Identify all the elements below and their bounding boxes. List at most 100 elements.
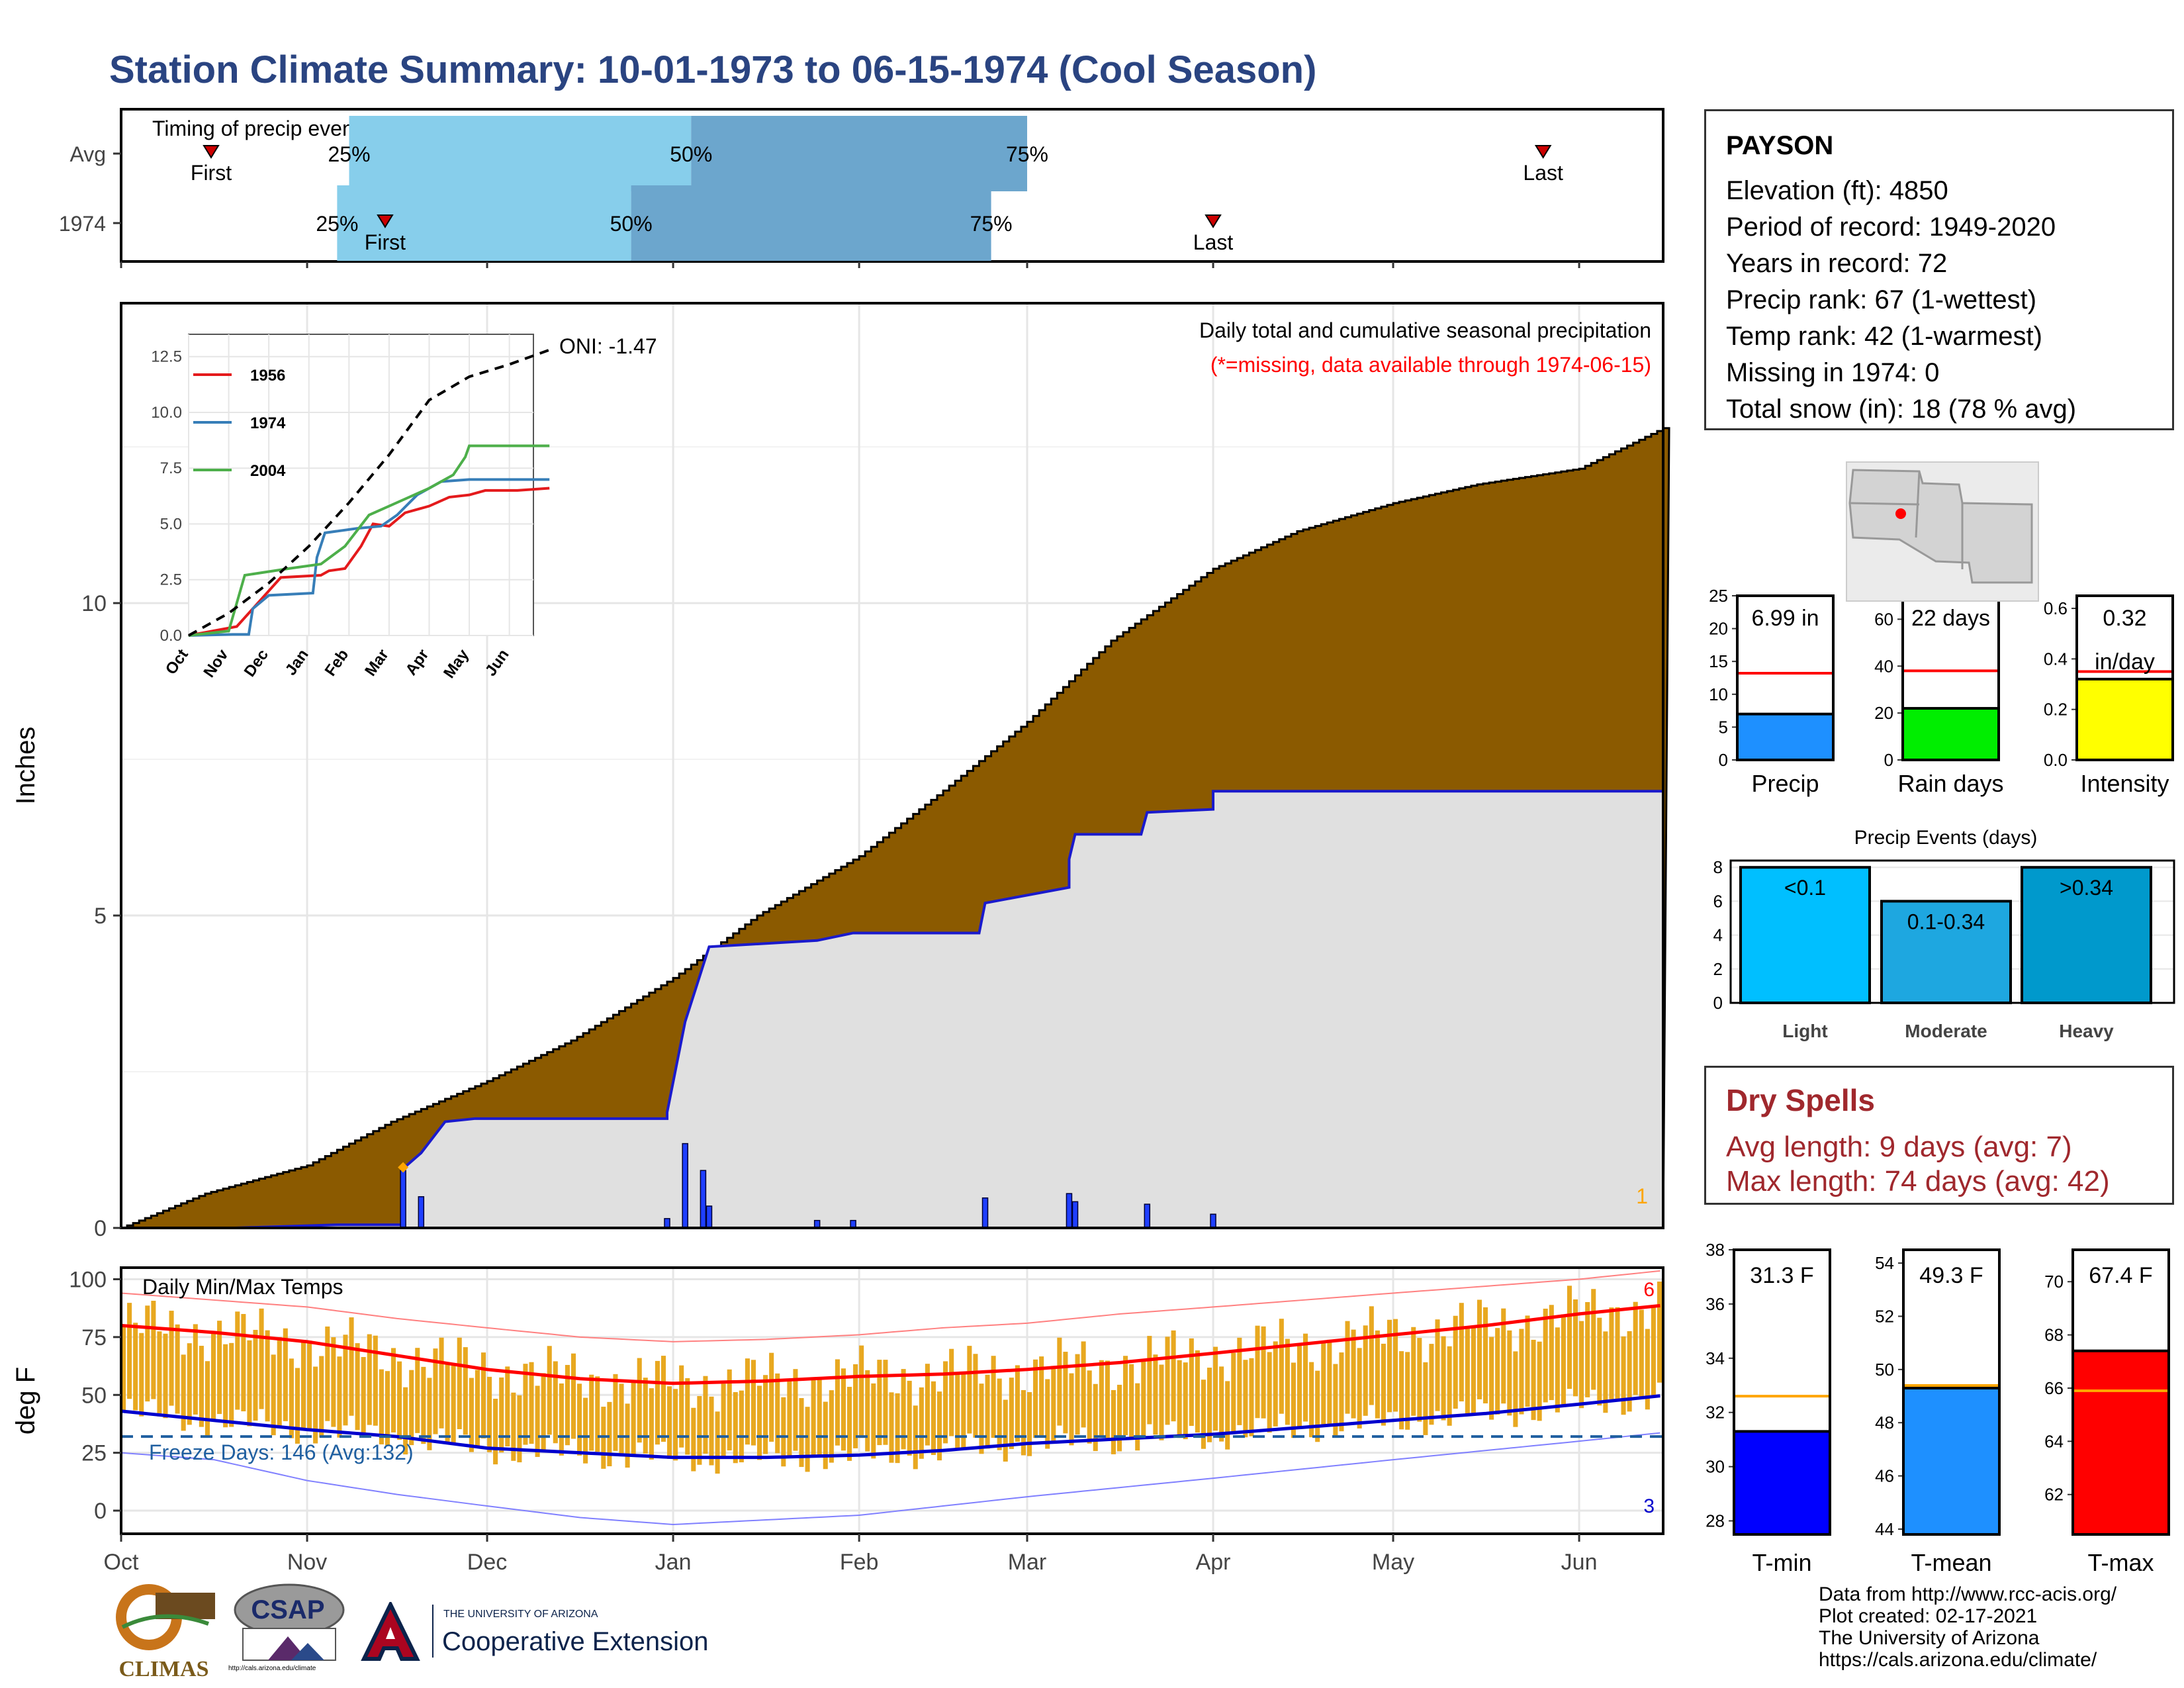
temp-range-bar — [1063, 1352, 1068, 1434]
temp-range-bar — [247, 1340, 252, 1427]
summary-bar — [2075, 677, 2174, 762]
temp-range-bar — [1579, 1321, 1584, 1409]
temp-range-bar — [1621, 1336, 1626, 1415]
summary-value-label: 49.3 F — [1919, 1263, 1983, 1288]
temp-range-bar — [673, 1389, 678, 1461]
summary-y-tick-label: 34 — [1706, 1348, 1725, 1368]
temp-range-bar — [517, 1395, 522, 1463]
temp-range-bar — [649, 1388, 654, 1460]
timing-q25-label: 25% — [316, 212, 358, 236]
temp-range-bar — [1597, 1317, 1602, 1406]
temps-title: Daily Min/Max Temps — [142, 1275, 343, 1299]
summary-y-tick-label: 20 — [1874, 703, 1893, 723]
summary-y-tick-label: 60 — [1874, 609, 1893, 629]
temp-range-bar — [1297, 1344, 1302, 1428]
events-bar-label: <0.1 — [1784, 876, 1826, 900]
climas-logo: CLIMAS — [109, 1581, 218, 1681]
temps-corner-hi: 6 — [1643, 1279, 1655, 1301]
temp-range-bar — [229, 1342, 234, 1427]
temp-range-bar — [1351, 1329, 1356, 1419]
temp-range-bar — [1111, 1389, 1116, 1454]
timing-q50-label: 50% — [670, 142, 712, 166]
temp-range-bar — [991, 1356, 996, 1438]
temps-y-tick-label: 25 — [81, 1441, 107, 1466]
temp-range-bar — [727, 1369, 732, 1451]
temp-range-bar — [583, 1397, 588, 1464]
temp-range-bar — [1537, 1341, 1542, 1421]
summary-y-tick-label: 0.4 — [2044, 649, 2068, 669]
temp-range-bar — [841, 1368, 846, 1451]
temp-range-bar — [445, 1364, 450, 1444]
temp-range-bar — [829, 1390, 834, 1463]
temp-range-bar — [889, 1392, 894, 1463]
temp-range-bar — [595, 1376, 600, 1452]
temp-range-bar — [979, 1383, 984, 1454]
temp-range-bar — [1159, 1364, 1164, 1440]
temp-range-bar — [373, 1335, 378, 1426]
summary-bar — [1736, 712, 1835, 761]
summary-bar — [1901, 707, 2000, 761]
events-bar — [1739, 866, 1871, 1004]
temp-range-bar — [936, 1391, 942, 1461]
events-frame — [1729, 859, 2175, 1004]
temp-range-bar — [499, 1377, 504, 1453]
max-daily-marker — [398, 1162, 409, 1173]
summary-y-tick-label: 28 — [1706, 1511, 1725, 1531]
temp-range-bar — [1507, 1330, 1512, 1416]
daily-precip-bar — [700, 1170, 707, 1229]
station-elevation: Elevation (ft): 4850 — [1726, 176, 1948, 205]
temp-range-bar — [619, 1383, 624, 1457]
temp-range-bar — [1015, 1365, 1020, 1442]
temps-y-tick-label: 0 — [94, 1499, 107, 1524]
inset-y-tick-label: 0.0 — [160, 627, 182, 645]
temp-range-bar — [1261, 1326, 1266, 1419]
temp-range-bar — [1021, 1390, 1026, 1456]
temp-range-bar — [139, 1333, 144, 1417]
temp-range-bar — [751, 1360, 756, 1446]
temp-range-bar — [697, 1395, 702, 1465]
temp-range-bar — [907, 1380, 912, 1456]
temp-range-bar — [1231, 1352, 1236, 1434]
timing-row-label: Avg — [69, 142, 106, 166]
temp-range-bar — [541, 1373, 546, 1450]
temp-range-bar — [1375, 1330, 1380, 1419]
x-tick-label: Jun — [1561, 1550, 1598, 1575]
station-missing: Missing in 1974: 0 — [1726, 358, 1940, 387]
temp-range-bar — [463, 1347, 468, 1435]
temp-range-bar — [1603, 1331, 1608, 1413]
temp-range-bar — [475, 1370, 480, 1448]
temp-range-bar — [1249, 1358, 1254, 1436]
temp-range-bar — [1417, 1338, 1422, 1422]
inset-legend-label: 1974 — [250, 414, 286, 432]
timing-first-marker — [203, 145, 220, 159]
station-period: Period of record: 1949-2020 — [1726, 212, 2056, 242]
summary-y-tick-label: 70 — [2044, 1272, 2064, 1291]
temp-range-bar — [961, 1373, 966, 1450]
temp-range-bar — [127, 1303, 132, 1399]
temp-range-bar — [451, 1364, 456, 1444]
temp-range-bar — [637, 1358, 642, 1443]
temps-y-tick-label: 75 — [81, 1325, 107, 1350]
temp-range-bar — [487, 1376, 492, 1452]
temp-range-bar — [283, 1328, 288, 1421]
temp-range-bar — [715, 1411, 720, 1474]
summary-y-tick-label: 25 — [1709, 586, 1728, 606]
temp-summary-charts: 28 30 32 34 36 38 31.3 F T-min 44 46 48 50 52 54 49.3 … — [1706, 1240, 2170, 1576]
temp-range-bar — [253, 1329, 258, 1421]
precip-summary-charts: 0 5 10 15 20 25 6.99 in Precip 0 20 40 60 22 days Rai… — [1709, 586, 2174, 797]
events-category-label: Light — [1782, 1021, 1827, 1041]
temp-range-bar — [1633, 1301, 1638, 1395]
temp-range-bar — [1405, 1352, 1410, 1430]
temp-range-bar — [300, 1340, 306, 1429]
record-max-line — [120, 1270, 1661, 1342]
events-y-tick-label: 8 — [1713, 857, 1723, 877]
summary-category-label: T-max — [2087, 1549, 2154, 1576]
temp-range-bar — [1501, 1308, 1506, 1404]
temp-range-bar — [1147, 1336, 1152, 1425]
temp-range-bar — [193, 1324, 198, 1415]
timing-first-label: First — [365, 230, 406, 254]
timing-q75-label: 75% — [970, 212, 1013, 236]
x-tick-label: Mar — [1008, 1550, 1047, 1575]
main-title: Daily total and cumulative seasonal prec… — [1199, 318, 1651, 342]
